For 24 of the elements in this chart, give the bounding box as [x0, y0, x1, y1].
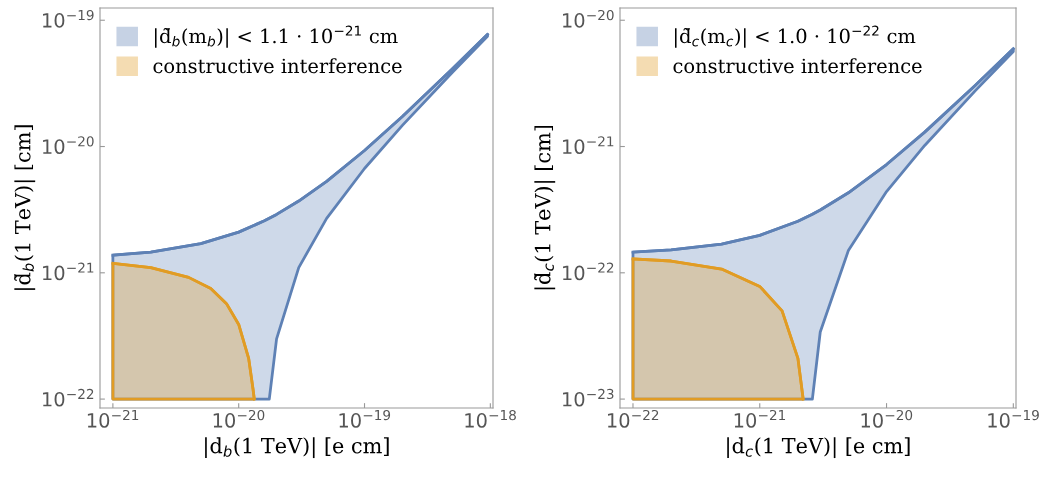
x-tick-label: 10$^{−19}$: [988, 409, 1039, 428]
y-axis-title: |d̃$_{b}$(1 TeV)| [cm]: [14, 125, 36, 290]
legend-label: constructive interference: [153, 58, 402, 74]
y-tick-label: 10$^{−20}$: [43, 136, 94, 155]
y-tick-label: 10$^{−20}$: [563, 9, 614, 28]
legend-label: |d̃$_{c}$(m$_{c}$)| < 1.0 · 10$^{−22}$ cm: [675, 25, 916, 48]
y-tick-label: 10$^{−22}$: [563, 262, 614, 281]
y-tick-label: 10$^{−23}$: [563, 388, 614, 407]
x-tick-label: 10$^{−21}$: [734, 409, 786, 428]
x-tick-label: 10$^{−19}$: [339, 409, 391, 428]
y-tick-label: 10$^{−19}$: [43, 9, 94, 28]
x-tick-label: 10$^{−20}$: [213, 409, 265, 428]
legend-label: |d̃$_{b}$(m$_{b}$)| < 1.1 · 10$^{−21}$ cm: [155, 25, 398, 48]
y-tick-label: 10$^{−22}$: [43, 388, 94, 407]
y-tick-label: 10$^{−21}$: [563, 136, 614, 155]
x-tick-label: 10$^{−18}$: [465, 409, 516, 428]
x-tick-label: 10$^{−20}$: [861, 409, 913, 428]
x-axis-title: |d$_{b}$(1 TeV)| [e cm]: [205, 437, 389, 459]
y-tick-label: 10$^{−21}$: [43, 262, 94, 281]
legend-label: constructive interference: [673, 58, 922, 74]
y-axis-title: |d̃$_{c}$(1 TeV)| [cm]: [534, 125, 556, 290]
x-tick-label: 10$^{−21}$: [87, 409, 139, 428]
x-axis-title: |d$_{c}$(1 TeV)| [e cm]: [727, 437, 910, 459]
x-tick-label: 10$^{−22}$: [607, 409, 659, 428]
